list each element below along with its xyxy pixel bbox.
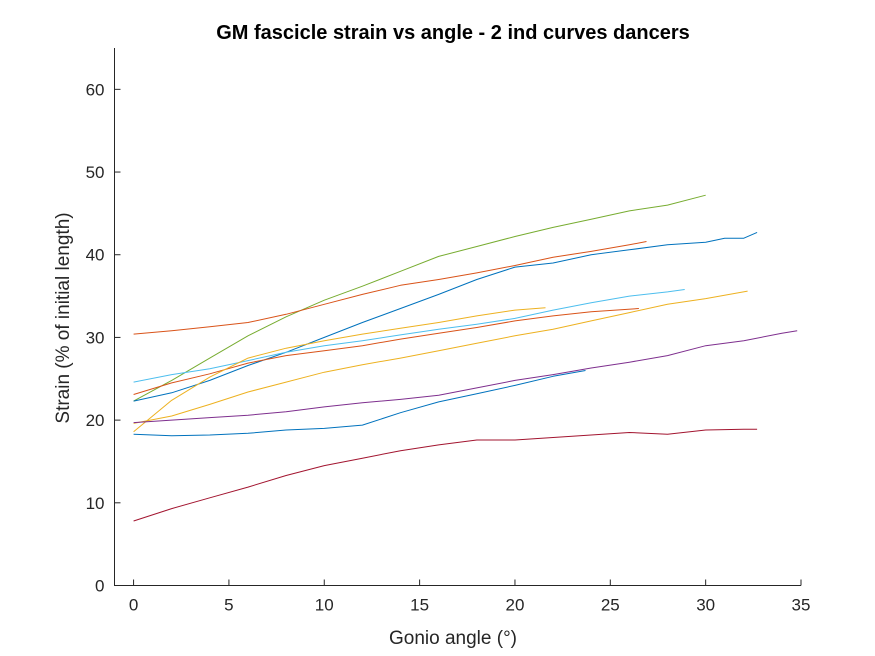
series-layer — [133, 194, 798, 522]
y-axis-label: Strain (% of initial length) — [53, 212, 74, 423]
y-tick-label: 20 — [86, 411, 105, 430]
x-tick-label: 15 — [410, 596, 429, 615]
x-tick-label: 10 — [315, 596, 334, 615]
series-line-9 — [133, 370, 586, 437]
series-line-2 — [133, 231, 758, 402]
y-tick-label: 30 — [86, 328, 105, 347]
x-tick-label: 5 — [224, 596, 233, 615]
x-tick-label: 25 — [601, 596, 620, 615]
chart-title: GM fascicle strain vs angle - 2 ind curv… — [216, 22, 690, 44]
x-tick-label: 35 — [792, 596, 811, 615]
y-tick-label: 40 — [86, 246, 105, 265]
y-axis: 0 10 20 30 40 50 60 — [86, 80, 121, 596]
series-line-5 — [133, 289, 685, 383]
series-line-10 — [133, 428, 758, 522]
x-tick-label: 30 — [696, 596, 715, 615]
series-line-1 — [133, 194, 706, 402]
x-axis-label: Gonio angle (°) — [389, 628, 517, 649]
x-tick-label: 20 — [505, 596, 524, 615]
y-tick-label: 60 — [86, 80, 105, 99]
y-tick-label: 0 — [95, 577, 104, 596]
y-tick-label: 50 — [86, 163, 105, 182]
x-axis: 0 5 10 15 20 25 30 35 — [129, 579, 811, 615]
series-line-8 — [133, 330, 798, 424]
series-line-4 — [133, 308, 639, 395]
x-tick-label: 0 — [129, 596, 138, 615]
series-line-3 — [133, 241, 647, 335]
series-line-6 — [133, 307, 546, 433]
y-tick-label: 10 — [86, 494, 105, 513]
series-line-7 — [133, 290, 748, 424]
